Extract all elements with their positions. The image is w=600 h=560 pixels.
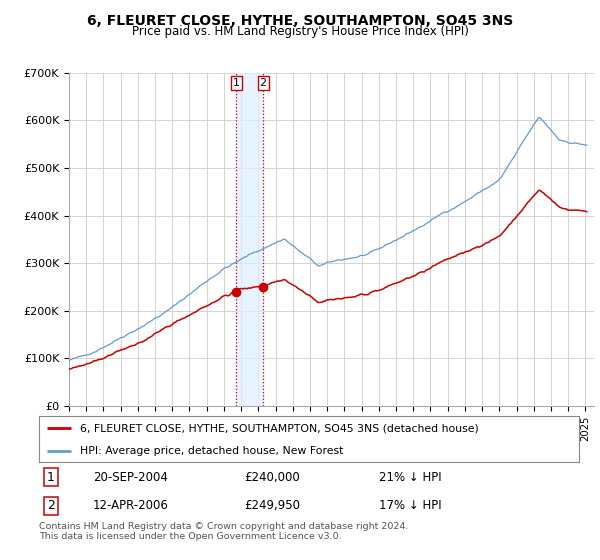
Text: Contains HM Land Registry data © Crown copyright and database right 2024.
This d: Contains HM Land Registry data © Crown c…: [39, 522, 409, 542]
Text: 20-SEP-2004: 20-SEP-2004: [93, 470, 168, 483]
Text: £249,950: £249,950: [244, 500, 300, 512]
Text: 1: 1: [233, 78, 240, 88]
Text: 2: 2: [47, 500, 55, 512]
Bar: [236, 73, 263, 406]
Text: 1: 1: [47, 470, 55, 483]
Text: Price paid vs. HM Land Registry's House Price Index (HPI): Price paid vs. HM Land Registry's House …: [131, 25, 469, 38]
Text: 12-APR-2006: 12-APR-2006: [93, 500, 169, 512]
Text: £240,000: £240,000: [244, 470, 300, 483]
Text: 21% ↓ HPI: 21% ↓ HPI: [379, 470, 442, 483]
Text: 6, FLEURET CLOSE, HYTHE, SOUTHAMPTON, SO45 3NS: 6, FLEURET CLOSE, HYTHE, SOUTHAMPTON, SO…: [87, 14, 513, 28]
Text: 17% ↓ HPI: 17% ↓ HPI: [379, 500, 442, 512]
Text: 6, FLEURET CLOSE, HYTHE, SOUTHAMPTON, SO45 3NS (detached house): 6, FLEURET CLOSE, HYTHE, SOUTHAMPTON, SO…: [79, 423, 478, 433]
Text: 2: 2: [260, 78, 267, 88]
Text: HPI: Average price, detached house, New Forest: HPI: Average price, detached house, New …: [79, 446, 343, 455]
